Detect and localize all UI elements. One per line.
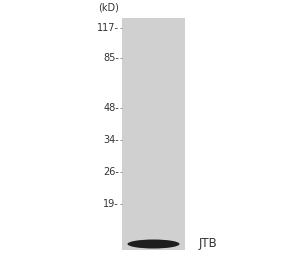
Text: JTB: JTB (199, 238, 218, 251)
Text: 26-: 26- (103, 167, 119, 177)
Text: 117-: 117- (97, 23, 119, 33)
Text: 48-: 48- (103, 103, 119, 113)
Text: 85-: 85- (103, 53, 119, 63)
Text: 34-: 34- (103, 135, 119, 145)
Text: 19-: 19- (103, 199, 119, 209)
Text: (kD): (kD) (98, 3, 119, 13)
Ellipse shape (128, 239, 179, 248)
Bar (122, 18, 185, 250)
